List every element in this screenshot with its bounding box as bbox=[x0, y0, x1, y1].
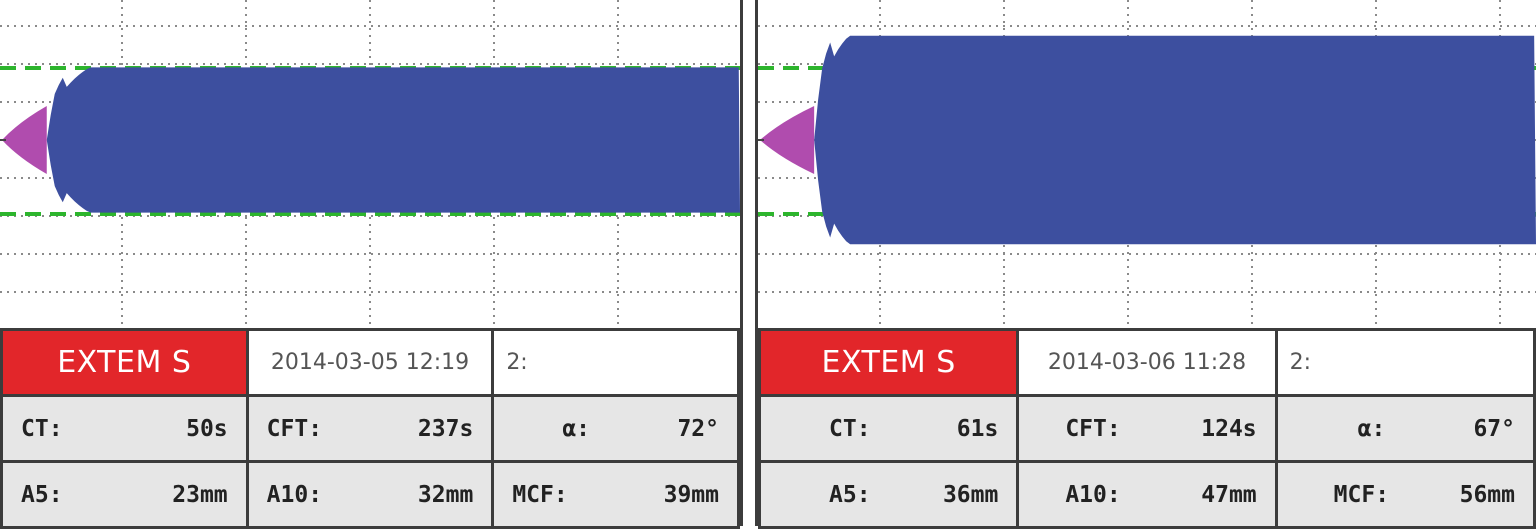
temogram-svg bbox=[758, 0, 1536, 328]
param-value: 72° bbox=[677, 415, 719, 442]
param-a5: A5: 23mm bbox=[0, 460, 249, 529]
param-mcf: MCF: 56mm bbox=[1274, 460, 1536, 529]
param-ct: CT: 61s bbox=[757, 394, 1020, 463]
param-label: A5: bbox=[21, 481, 63, 508]
clotting-time-wedge bbox=[2, 106, 47, 174]
param-value: 124s bbox=[1201, 415, 1257, 442]
param-value: 39mm bbox=[663, 481, 719, 508]
test-datetime: 2014-03-05 12:19 bbox=[245, 328, 495, 397]
channel-label: 2: bbox=[491, 328, 740, 397]
param-label: A10: bbox=[1065, 481, 1121, 508]
param-a5: A5: 36mm bbox=[757, 460, 1020, 529]
param-value: 36mm bbox=[942, 481, 999, 508]
param-alpha: α: 72° bbox=[491, 394, 740, 463]
param-label: CFT: bbox=[266, 415, 323, 442]
param-value: 56mm bbox=[1459, 481, 1515, 508]
test-datetime: 2014-03-06 11:28 bbox=[1016, 328, 1278, 397]
param-label: A5: bbox=[829, 481, 871, 508]
param-value: 67° bbox=[1473, 415, 1515, 442]
param-a10: A10: 32mm bbox=[245, 460, 495, 529]
param-label: CT: bbox=[829, 415, 871, 442]
param-alpha: α: 67° bbox=[1274, 394, 1536, 463]
amplitude-curve bbox=[46, 67, 740, 213]
test-name: EXTEM S bbox=[757, 328, 1020, 397]
temogram-chart-right bbox=[758, 0, 1536, 328]
results-table-right: EXTEM S 2014-03-06 11:28 2: CT: 61s CFT: 1… bbox=[757, 328, 1536, 529]
param-label: α: bbox=[1357, 415, 1386, 442]
param-value: 237s bbox=[417, 415, 474, 442]
param-label: MCF: bbox=[1333, 481, 1390, 508]
param-value: 32mm bbox=[417, 481, 474, 508]
param-mcf: MCF: 39mm bbox=[491, 460, 740, 529]
param-value: 50s bbox=[186, 415, 228, 442]
param-label: CFT: bbox=[1065, 415, 1121, 442]
rotem-panel-left: EXTEM S 2014-03-05 12:19 2: CT: 50s CFT: 2… bbox=[0, 0, 743, 529]
param-cft: CFT: 237s bbox=[245, 394, 495, 463]
channel-label: 2: bbox=[1274, 328, 1536, 397]
param-value: 47mm bbox=[1201, 481, 1257, 508]
param-label: CT: bbox=[21, 415, 63, 442]
param-a10: A10: 47mm bbox=[1016, 460, 1278, 529]
param-cft: CFT: 124s bbox=[1016, 394, 1278, 463]
param-label: MCF: bbox=[512, 481, 568, 508]
param-label: α: bbox=[562, 415, 591, 442]
temogram-svg bbox=[0, 0, 740, 328]
amplitude-curve bbox=[814, 35, 1536, 245]
results-table-left: EXTEM S 2014-03-05 12:19 2: CT: 50s CFT: 2… bbox=[0, 328, 740, 529]
clotting-time-wedge bbox=[760, 106, 815, 174]
param-value: 61s bbox=[956, 415, 999, 442]
temogram-chart-left bbox=[0, 0, 740, 328]
test-name: EXTEM S bbox=[0, 328, 249, 397]
param-value: 23mm bbox=[172, 481, 228, 508]
param-ct: CT: 50s bbox=[0, 394, 249, 463]
rotem-panel-right: EXTEM S 2014-03-06 11:28 2: CT: 61s CFT: 1… bbox=[755, 0, 1536, 529]
param-label: A10: bbox=[266, 481, 323, 508]
grid bbox=[758, 0, 1536, 328]
